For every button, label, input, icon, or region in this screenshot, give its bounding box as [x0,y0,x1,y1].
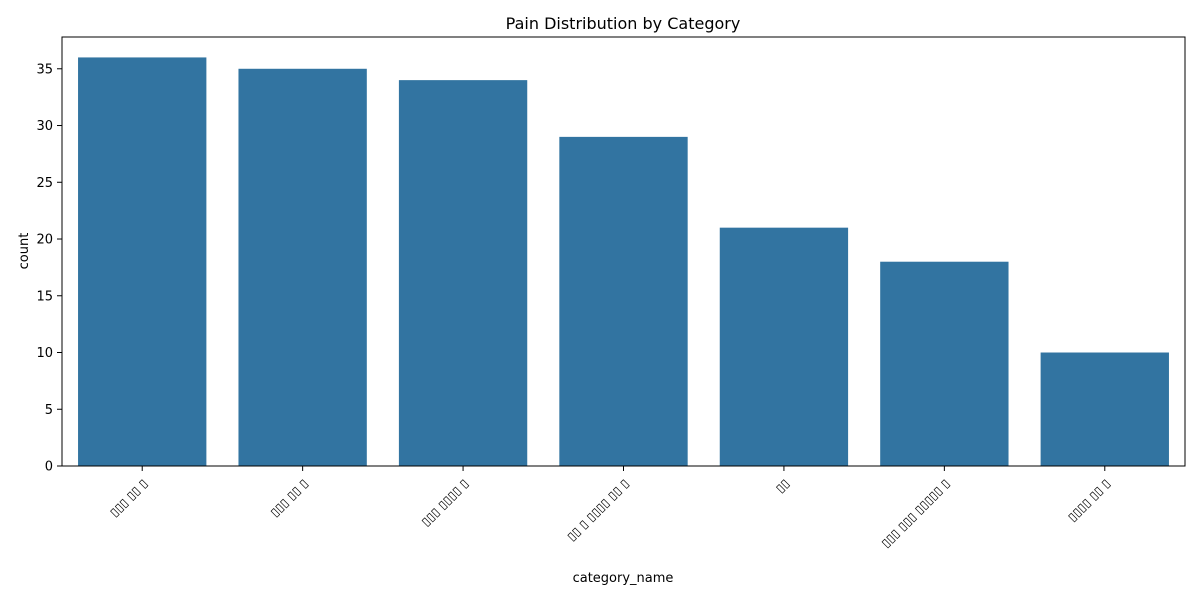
plot-frame [61,36,1186,467]
x-tick-label-2: ▯▯▯ ▯▯ ▯ [267,476,310,519]
bar-2 [238,68,367,467]
bars-group [78,57,1169,467]
y-axis: 0 5 10 15 20 25 30 35 [36,62,62,475]
y-tick-label-15: 15 [36,289,53,304]
x-tick-label-6: ▯▯▯ ▯▯▯ ▯▯▯▯▯ ▯ [878,476,952,550]
y-tick-label-25: 25 [36,176,53,191]
bar-4 [559,136,688,466]
y-tick-label-5: 5 [45,403,53,418]
x-axis: ▯▯▯ ▯▯ ▯ ▯▯▯ ▯▯ ▯ ▯▯▯ ▯▯▯▯ ▯ ▯▯ ▯ ▯▯▯▯ ▯▯ ▯… [107,466,1113,550]
y-tick-label-20: 20 [36,233,53,248]
bar-3 [398,80,528,466]
x-tick-label-7: ▯▯▯▯ ▯▯ ▯ [1065,476,1113,524]
x-axis-label: category_name [573,571,674,586]
bar-5 [719,227,849,466]
y-tick-label-30: 30 [36,119,53,134]
x-tick-label-1: ▯▯▯ ▯▯ ▯ [107,476,150,519]
chart-title: Pain Distribution by Category [506,14,741,33]
bar-1 [78,57,207,467]
y-tick-label-35: 35 [36,62,53,77]
x-tick-label-3: ▯▯▯ ▯▯▯▯ ▯ [419,476,472,529]
bar-7 [1040,352,1169,466]
y-tick-label-0: 0 [45,460,53,475]
x-tick-label-4: ▯▯ ▯ ▯▯▯▯ ▯▯ ▯ [564,476,631,543]
x-tick-label-5: ▯▯ [773,476,792,495]
y-axis-label: count [17,233,32,270]
y-tick-label-10: 10 [36,346,53,361]
bar-6 [880,261,1009,466]
